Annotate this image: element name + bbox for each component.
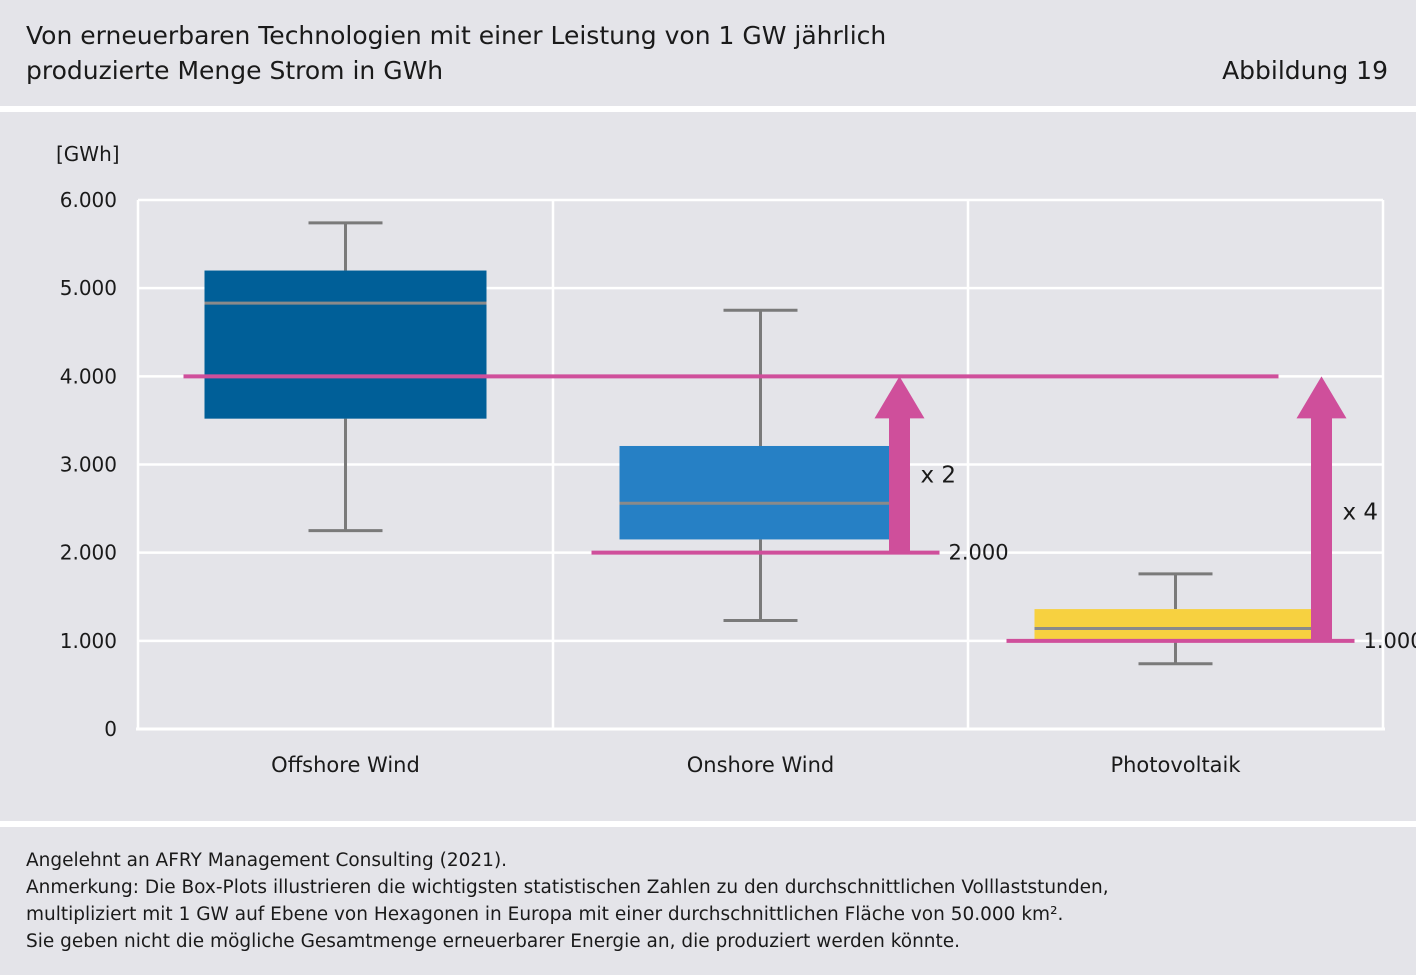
y-tick-label: 1.000 bbox=[60, 629, 117, 653]
box bbox=[619, 445, 902, 540]
arrow-head bbox=[874, 376, 925, 419]
top-divider bbox=[0, 106, 1416, 112]
reference-label: 2.000 bbox=[949, 541, 1009, 565]
y-tick-label: 5.000 bbox=[60, 276, 117, 300]
x-tick-label: Onshore Wind bbox=[687, 753, 834, 777]
arrow-label: x 2 bbox=[921, 463, 957, 489]
y-tick-label: 3.000 bbox=[60, 453, 117, 477]
arrow-shaft bbox=[889, 417, 910, 553]
y-tick-label: 0 bbox=[104, 717, 117, 741]
footer-notes: Angelehnt an AFRY Management Consulting … bbox=[26, 847, 1396, 955]
bottom-divider bbox=[0, 821, 1416, 827]
x-tick-label: Photovoltaik bbox=[1110, 753, 1241, 777]
footer-note-line-2: multipliziert mit 1 GW auf Ebene von Hex… bbox=[26, 904, 1064, 925]
box bbox=[1034, 609, 1317, 640]
y-tick-label: 4.000 bbox=[60, 364, 117, 388]
arrow-head bbox=[1296, 376, 1347, 419]
box bbox=[204, 270, 487, 419]
reference-label: 1.000 bbox=[1364, 629, 1416, 653]
y-tick-label: 6.000 bbox=[60, 188, 117, 212]
header: Von erneuerbaren Technologien mit einer … bbox=[0, 0, 1416, 106]
boxplot-chart: [GWh] 0 1.000 2.000 3.000 4.000 5.000 6.000 Offs… bbox=[56, 142, 1416, 777]
arrow-shaft bbox=[1311, 417, 1332, 641]
y-axis-label: [GWh] bbox=[56, 142, 120, 166]
title-line-1: Von erneuerbaren Technologien mit einer … bbox=[26, 21, 887, 50]
footer-note-line-3: Sie geben nicht die mögliche Gesamtmenge… bbox=[26, 931, 961, 952]
chart-title: Von erneuerbaren Technologien mit einer … bbox=[26, 18, 926, 88]
footer-source: Angelehnt an AFRY Management Consulting … bbox=[26, 850, 508, 871]
footer-note-line-1: Anmerkung: Die Box-Plots illustrieren di… bbox=[26, 877, 1109, 898]
title-line-2: produzierte Menge Strom in GWh bbox=[26, 56, 444, 85]
x-tick-label: Offshore Wind bbox=[271, 753, 420, 777]
figure-label: Abbildung 19 bbox=[1222, 56, 1388, 85]
y-tick-label: 2.000 bbox=[60, 541, 117, 565]
arrow-label: x 4 bbox=[1343, 500, 1379, 526]
